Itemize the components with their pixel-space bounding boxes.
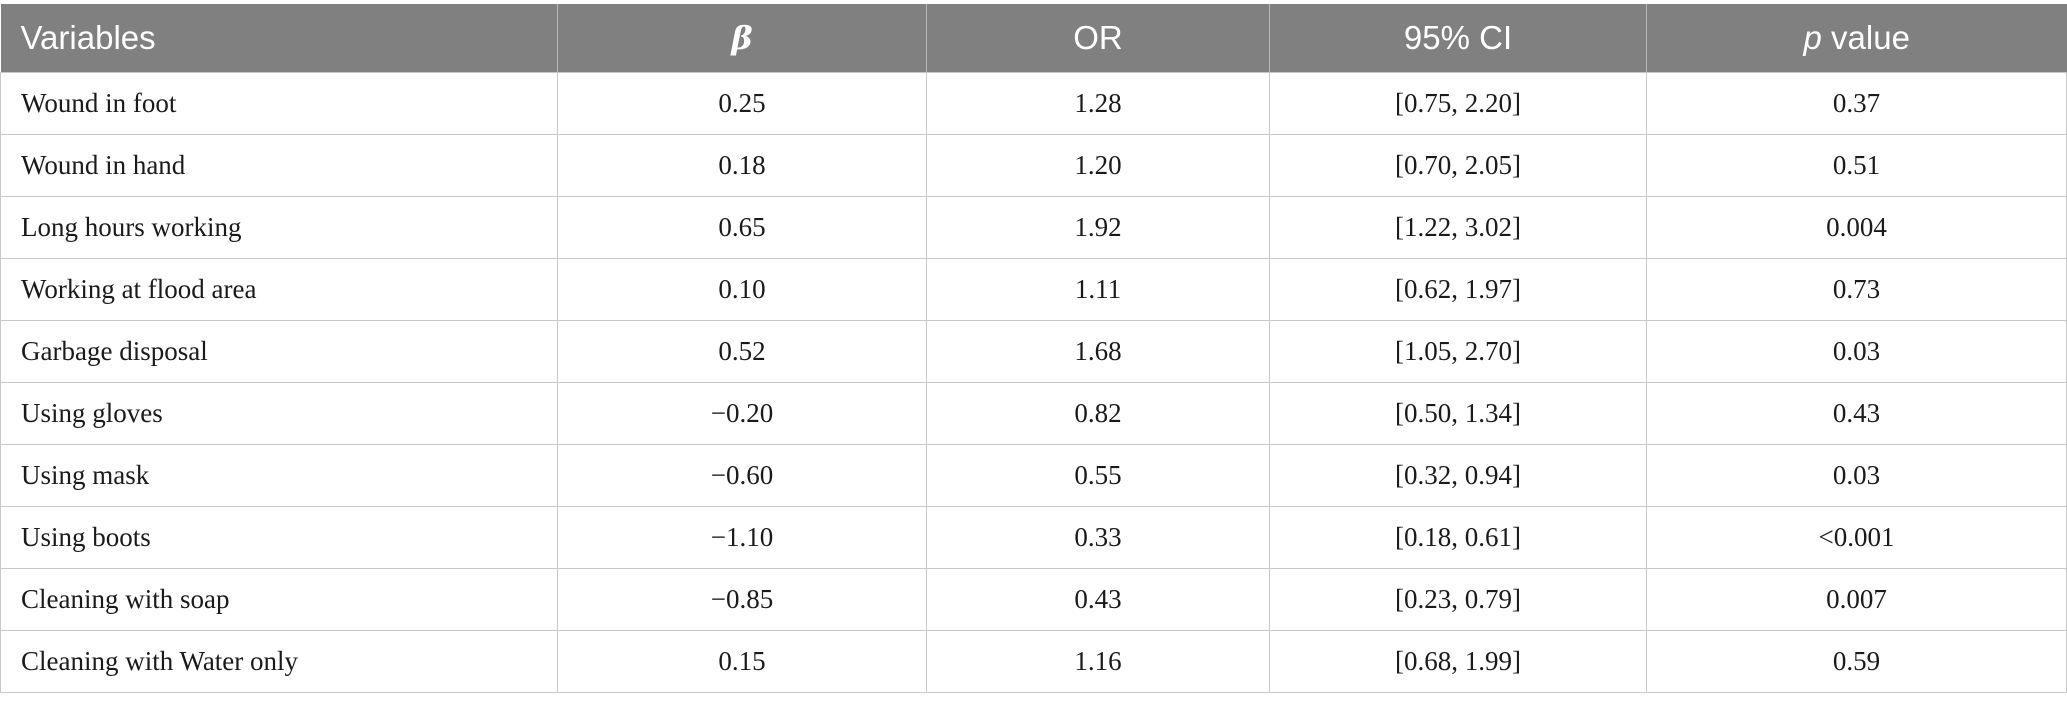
cell-variable: Long hours working bbox=[0, 195, 558, 259]
table-row: Wound in foot 0.25 1.28 [0.75, 2.20] 0.3… bbox=[0, 71, 2067, 135]
table-row: Cleaning with soap −0.85 0.43 [0.23, 0.7… bbox=[0, 567, 2067, 631]
table-row: Using gloves −0.20 0.82 [0.50, 1.34] 0.4… bbox=[0, 381, 2067, 445]
header-p-italic: p bbox=[1803, 18, 1822, 56]
header-row: Variables β OR 95% CI p value bbox=[0, 4, 2067, 72]
cell-p-value: 0.73 bbox=[1646, 257, 2067, 321]
cell-or: 1.28 bbox=[926, 71, 1270, 135]
cell-ci: [0.23, 0.79] bbox=[1269, 567, 1647, 631]
cell-beta: 0.65 bbox=[557, 195, 927, 259]
header-ci: 95% CI bbox=[1269, 4, 1647, 72]
cell-or: 1.11 bbox=[926, 257, 1270, 321]
header-or: OR bbox=[926, 4, 1270, 72]
cell-p-value: <0.001 bbox=[1646, 505, 2067, 569]
cell-or: 0.82 bbox=[926, 381, 1270, 445]
cell-beta: −0.85 bbox=[557, 567, 927, 631]
cell-variable: Garbage disposal bbox=[0, 319, 558, 383]
cell-p-value: 0.51 bbox=[1646, 133, 2067, 197]
cell-beta: 0.18 bbox=[557, 133, 927, 197]
cell-beta: 0.10 bbox=[557, 257, 927, 321]
table-row: Long hours working 0.65 1.92 [1.22, 3.02… bbox=[0, 195, 2067, 259]
header-beta: β bbox=[557, 4, 927, 72]
cell-p-value: 0.03 bbox=[1646, 319, 2067, 383]
table-row: Wound in hand 0.18 1.20 [0.70, 2.05] 0.5… bbox=[0, 133, 2067, 197]
cell-p-value: 0.004 bbox=[1646, 195, 2067, 259]
table-row: Cleaning with Water only 0.15 1.16 [0.68… bbox=[0, 629, 2067, 693]
table-row: Using boots −1.10 0.33 [0.18, 0.61] <0.0… bbox=[0, 505, 2067, 569]
cell-ci: [0.32, 0.94] bbox=[1269, 443, 1647, 507]
cell-variable: Cleaning with soap bbox=[0, 567, 558, 631]
cell-variable: Using gloves bbox=[0, 381, 558, 445]
cell-variable: Using boots bbox=[0, 505, 558, 569]
cell-variable: Wound in foot bbox=[0, 71, 558, 135]
cell-variable: Using mask bbox=[0, 443, 558, 507]
cell-p-value: 0.43 bbox=[1646, 381, 2067, 445]
cell-or: 1.16 bbox=[926, 629, 1270, 693]
cell-or: 0.33 bbox=[926, 505, 1270, 569]
cell-ci: [0.62, 1.97] bbox=[1269, 257, 1647, 321]
header-p-value: p value bbox=[1646, 4, 2067, 72]
cell-beta: 0.52 bbox=[557, 319, 927, 383]
cell-variable: Working at flood area bbox=[0, 257, 558, 321]
cell-ci: [0.18, 0.61] bbox=[1269, 505, 1647, 569]
cell-beta: 0.15 bbox=[557, 629, 927, 693]
header-beta-symbol: β bbox=[731, 18, 753, 57]
cell-p-value: 0.03 bbox=[1646, 443, 2067, 507]
table-header: Variables β OR 95% CI p value bbox=[0, 4, 2067, 72]
cell-or: 1.68 bbox=[926, 319, 1270, 383]
cell-beta: −1.10 bbox=[557, 505, 927, 569]
table-row: Garbage disposal 0.52 1.68 [1.05, 2.70] … bbox=[0, 319, 2067, 383]
header-variables: Variables bbox=[20, 18, 156, 56]
cell-ci: [0.68, 1.99] bbox=[1269, 629, 1647, 693]
cell-beta: −0.20 bbox=[557, 381, 927, 445]
cell-beta: −0.60 bbox=[557, 443, 927, 507]
cell-p-value: 0.37 bbox=[1646, 71, 2067, 135]
cell-ci: [1.22, 3.02] bbox=[1269, 195, 1647, 259]
cell-or: 1.92 bbox=[926, 195, 1270, 259]
cell-variable: Wound in hand bbox=[0, 133, 558, 197]
table-body: Wound in foot 0.25 1.28 [0.75, 2.20] 0.3… bbox=[0, 71, 2067, 693]
cell-ci: [1.05, 2.70] bbox=[1269, 319, 1647, 383]
table-row: Using mask −0.60 0.55 [0.32, 0.94] 0.03 bbox=[0, 443, 2067, 507]
cell-or: 0.43 bbox=[926, 567, 1270, 631]
regression-table: Variables β OR 95% CI p value Wound in f… bbox=[0, 4, 2067, 693]
cell-ci: [0.70, 2.05] bbox=[1269, 133, 1647, 197]
cell-or: 1.20 bbox=[926, 133, 1270, 197]
cell-beta: 0.25 bbox=[557, 71, 927, 135]
cell-p-value: 0.59 bbox=[1646, 629, 2067, 693]
header-p-rest: value bbox=[1821, 18, 1910, 56]
table-row: Working at flood area 0.10 1.11 [0.62, 1… bbox=[0, 257, 2067, 321]
cell-variable: Cleaning with Water only bbox=[0, 629, 558, 693]
cell-or: 0.55 bbox=[926, 443, 1270, 507]
cell-ci: [0.75, 2.20] bbox=[1269, 71, 1647, 135]
cell-p-value: 0.007 bbox=[1646, 567, 2067, 631]
cell-ci: [0.50, 1.34] bbox=[1269, 381, 1647, 445]
